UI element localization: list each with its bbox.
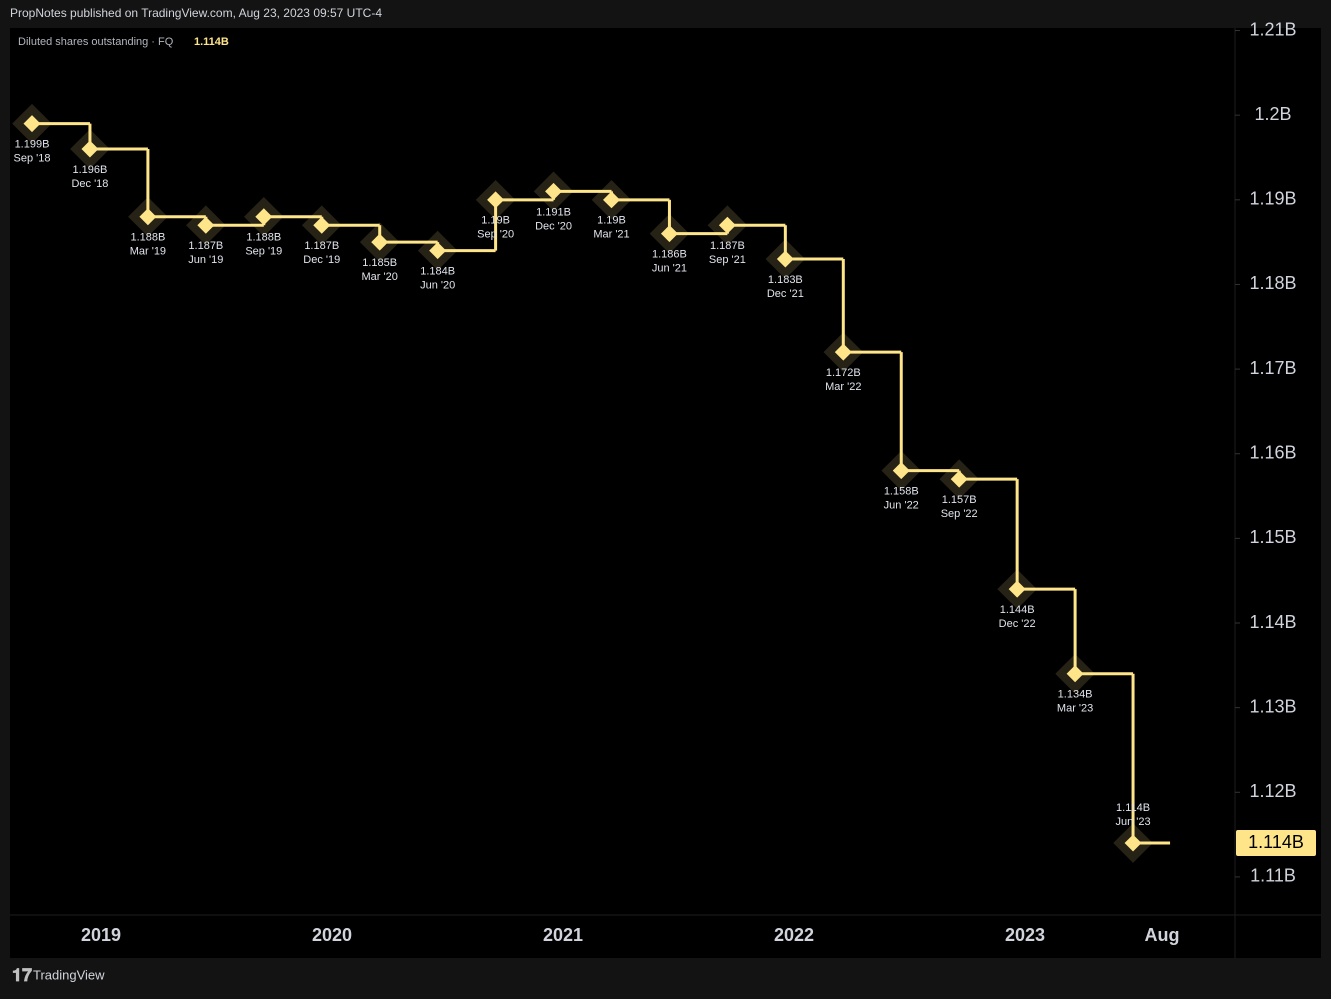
last-value-badge — [1236, 830, 1316, 857]
logo: 𝟏𝟕 — [12, 965, 32, 985]
marker — [81, 140, 99, 158]
marker — [603, 191, 620, 209]
marker — [892, 462, 910, 480]
x-axis-label: 2020 — [312, 925, 352, 945]
value-label: 1.191B — [536, 206, 571, 218]
value-label: 1.187B — [304, 240, 339, 252]
category-label: Dec '18 — [71, 178, 108, 190]
value-label: 1.158B — [884, 486, 919, 498]
marker — [776, 250, 794, 268]
category-label: Sep '20 — [477, 229, 514, 241]
x-axis-label: 2023 — [1005, 925, 1045, 945]
marker — [255, 208, 273, 226]
header: PropNotes published on TradingView.com, … — [10, 6, 382, 20]
value-label: 1.185B — [362, 257, 397, 269]
category-label: Jun '20 — [420, 280, 455, 292]
value-label: 1.144B — [1000, 604, 1035, 616]
x-axis-label: Aug — [1145, 925, 1180, 945]
category-label: Jun '22 — [884, 500, 919, 512]
category-label: Sep '18 — [14, 153, 51, 165]
y-tick-label: 1.13B — [1249, 696, 1296, 716]
value-label: 1.172B — [826, 367, 861, 379]
last-value-label: 1.114B — [1248, 832, 1304, 852]
x-axis-label: 2022 — [774, 925, 814, 945]
category-label: Dec '20 — [535, 220, 572, 232]
value-label: 1.19B — [597, 215, 626, 227]
marker — [660, 225, 678, 243]
legend-title: Diluted shares outstanding · FQ — [18, 36, 174, 48]
value-label: 1.114B — [1116, 802, 1150, 814]
marker — [371, 233, 389, 251]
marker — [545, 182, 563, 200]
value-label: 1.199B — [15, 139, 50, 151]
marker — [1066, 665, 1084, 683]
category-label: Mar '22 — [825, 381, 861, 393]
marker — [197, 216, 215, 234]
y-tick-label: 1.19B — [1249, 189, 1296, 209]
marker — [139, 208, 157, 226]
value-label: 1.184B — [420, 266, 455, 278]
footer: TradingView — [33, 967, 105, 982]
y-tick-label: 1.17B — [1249, 358, 1296, 378]
x-axis-label: 2021 — [543, 925, 583, 945]
marker — [429, 242, 447, 260]
y-tick-label: 1.12B — [1249, 781, 1296, 801]
y-tick-label: 1.11B — [1250, 866, 1296, 886]
value-label: 1.134B — [1058, 689, 1093, 701]
category-label: Dec '22 — [999, 618, 1036, 630]
x-axis-label: 2019 — [81, 925, 121, 945]
category-label: Sep '21 — [709, 254, 746, 266]
y-tick-label: 1.15B — [1249, 527, 1296, 547]
value-label: 1.183B — [768, 274, 803, 286]
y-tick-label: 1.18B — [1249, 273, 1296, 293]
category-label: Sep '22 — [941, 508, 978, 520]
value-label: 1.188B — [130, 232, 165, 244]
value-label: 1.187B — [710, 240, 745, 252]
category-label: Jun '23 — [1115, 816, 1150, 828]
value-label: 1.196B — [73, 164, 108, 176]
category-label: Dec '19 — [303, 254, 340, 266]
marker — [950, 470, 968, 488]
marker — [1008, 580, 1026, 598]
marker — [487, 191, 505, 209]
y-tick-label: 1.14B — [1249, 612, 1296, 632]
category-label: Jun '21 — [652, 263, 687, 275]
category-label: Mar '20 — [362, 271, 398, 283]
y-tick-label: 1.2B — [1254, 104, 1291, 124]
marker — [834, 343, 852, 361]
category-label: Jun '19 — [188, 254, 223, 266]
value-label: 1.157B — [942, 494, 977, 506]
marker — [313, 216, 331, 234]
value-label: 1.19B — [481, 215, 510, 227]
marker — [1124, 834, 1142, 852]
category-label: Mar '19 — [130, 246, 166, 258]
marker — [718, 216, 736, 234]
marker — [23, 115, 41, 133]
chart-area — [10, 28, 1321, 958]
value-label: 1.187B — [188, 240, 223, 252]
category-label: Mar '23 — [1057, 703, 1093, 715]
category-label: Dec '21 — [767, 288, 804, 300]
y-tick-label: 1.21B — [1249, 19, 1296, 39]
category-label: Mar '21 — [593, 229, 629, 241]
category-label: Sep '19 — [245, 246, 282, 258]
legend-value: 1.114B — [194, 36, 229, 48]
value-label: 1.186B — [652, 249, 687, 261]
value-label: 1.188B — [246, 232, 281, 244]
y-tick-label: 1.16B — [1249, 442, 1296, 462]
